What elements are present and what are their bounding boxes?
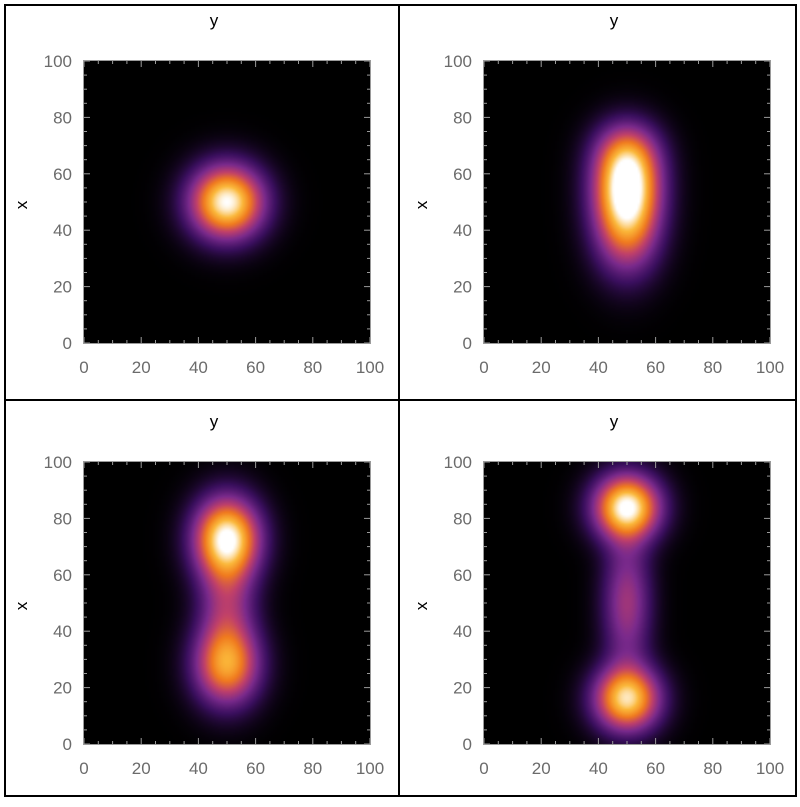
x-tick-label: 0 [479, 759, 488, 778]
y-axis-label: x [412, 601, 431, 610]
y-tick-label: 20 [53, 679, 72, 698]
x-tick-label: 40 [589, 358, 608, 377]
y-tick-label: 100 [44, 52, 72, 71]
x-tick-label: 80 [303, 759, 322, 778]
y-tick-label: 60 [53, 566, 72, 585]
x-tick-label: 80 [703, 358, 722, 377]
frame-top [4, 4, 797, 6]
y-tick-label: 60 [53, 165, 72, 184]
heatmap-image [84, 462, 370, 744]
x-tick-label: 100 [756, 358, 784, 377]
y-tick-label: 40 [53, 221, 72, 240]
chart-title: y [610, 412, 619, 431]
y-tick-label: 40 [453, 221, 472, 240]
heatmap-chart-2: y x 0 20 40 60 80 100 0 20 40 60 80 100 [412, 11, 784, 377]
heatmap-chart-3: y x 0 20 40 60 80 100 0 20 40 60 80 100 [12, 412, 384, 778]
heatmap-image [484, 61, 770, 343]
y-tick-label: 100 [44, 453, 72, 472]
x-tick-label: 100 [356, 759, 384, 778]
y-tick-label: 20 [53, 278, 72, 297]
heatmap-panel-bottom-left: y x 0 20 40 60 80 100 0 20 40 60 80 100 [0, 401, 400, 802]
y-tick-label: 80 [453, 509, 472, 528]
plot-frame [483, 461, 771, 745]
x-tick-label: 20 [132, 759, 151, 778]
x-tick-label: 0 [79, 358, 88, 377]
y-tick-label: 0 [463, 334, 472, 353]
plot-frame [483, 60, 771, 344]
x-tick-label: 0 [479, 358, 488, 377]
heatmap-chart-4: y x 0 20 40 60 80 100 0 20 40 60 80 100 [412, 412, 784, 778]
y-axis-label: x [12, 200, 31, 209]
y-tick-label: 0 [463, 735, 472, 754]
x-tick-label: 100 [756, 759, 784, 778]
y-tick-label: 40 [53, 622, 72, 641]
x-tick-label: 20 [532, 759, 551, 778]
heatmap-panel-bottom-right: y x 0 20 40 60 80 100 0 20 40 60 80 100 [400, 401, 800, 802]
x-tick-label: 40 [589, 759, 608, 778]
frame-bottom [4, 795, 797, 797]
y-tick-label: 20 [453, 679, 472, 698]
x-tick-label: 60 [246, 759, 265, 778]
y-tick-label: 100 [444, 453, 472, 472]
x-tick-label: 80 [703, 759, 722, 778]
y-tick-label: 100 [444, 52, 472, 71]
x-tick-label: 60 [646, 759, 665, 778]
x-tick-label: 20 [132, 358, 151, 377]
y-tick-label: 80 [53, 509, 72, 528]
y-tick-label: 80 [453, 108, 472, 127]
frame-horizontal-divider [4, 399, 797, 401]
y-axis-label: x [12, 601, 31, 610]
chart-title: y [210, 11, 219, 30]
plot-frame [83, 461, 371, 745]
x-tick-label: 60 [246, 358, 265, 377]
x-tick-label: 40 [189, 358, 208, 377]
y-tick-label: 20 [453, 278, 472, 297]
x-tick-label: 80 [303, 358, 322, 377]
y-tick-label: 0 [63, 334, 72, 353]
y-tick-label: 0 [63, 735, 72, 754]
heatmap-image [484, 462, 770, 744]
x-tick-label: 40 [189, 759, 208, 778]
y-tick-label: 60 [453, 165, 472, 184]
chart-title: y [210, 412, 219, 431]
chart-title: y [610, 11, 619, 30]
y-axis-label: x [412, 200, 431, 209]
heatmap-chart-1: y x 0 20 40 60 80 100 0 20 40 60 80 100 [12, 11, 384, 377]
x-tick-label: 60 [646, 358, 665, 377]
heatmap-panel-top-left: y x 0 20 40 60 80 100 0 20 40 60 80 100 [0, 0, 400, 401]
x-tick-label: 0 [79, 759, 88, 778]
x-tick-label: 100 [356, 358, 384, 377]
plot-frame [83, 60, 371, 344]
heatmap-panel-top-right: y x 0 20 40 60 80 100 0 20 40 60 80 100 [400, 0, 800, 401]
heatmap-image [84, 61, 370, 343]
y-tick-label: 80 [53, 108, 72, 127]
y-tick-label: 40 [453, 622, 472, 641]
x-tick-label: 20 [532, 358, 551, 377]
y-tick-label: 60 [453, 566, 472, 585]
